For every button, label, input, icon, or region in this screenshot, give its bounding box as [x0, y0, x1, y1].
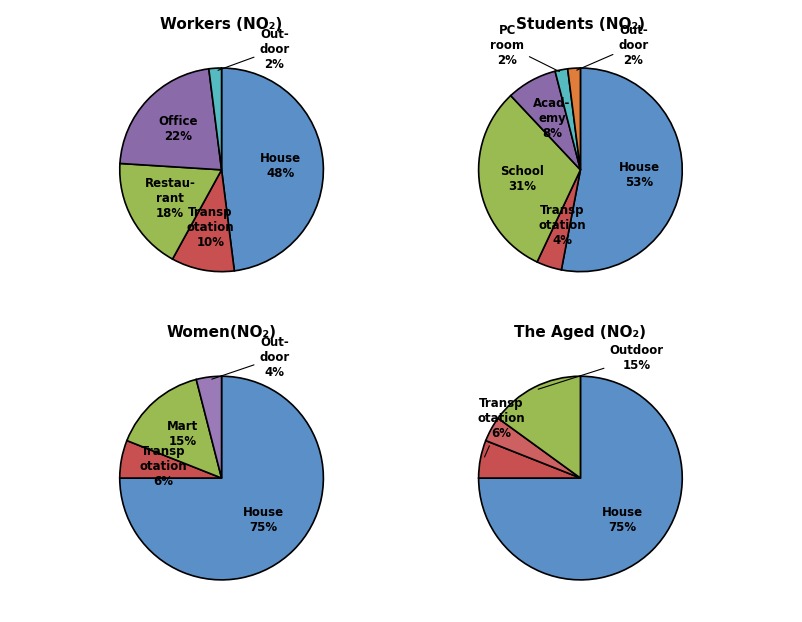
Text: Out-
door
2%: Out- door 2% [577, 24, 649, 70]
Wedge shape [537, 170, 581, 270]
Wedge shape [568, 68, 581, 170]
Wedge shape [479, 376, 683, 580]
Wedge shape [479, 96, 581, 262]
Text: Out-
door
4%: Out- door 4% [212, 337, 290, 379]
Wedge shape [172, 170, 234, 272]
Wedge shape [511, 71, 581, 170]
Wedge shape [120, 69, 221, 170]
Wedge shape [221, 68, 323, 271]
Text: Transp
otation
4%: Transp otation 4% [538, 205, 586, 248]
Text: Transp
otation
6%: Transp otation 6% [140, 445, 188, 488]
Text: House
75%: House 75% [243, 506, 284, 534]
Wedge shape [498, 376, 581, 478]
Text: Transp
otation
6%: Transp otation 6% [477, 397, 525, 457]
Title: Students (NO₂): Students (NO₂) [516, 17, 645, 32]
Wedge shape [196, 376, 221, 478]
Text: House
48%: House 48% [260, 152, 301, 180]
Wedge shape [119, 440, 221, 478]
Text: Restau-
rant
18%: Restau- rant 18% [144, 177, 195, 220]
Text: House
75%: House 75% [602, 506, 642, 534]
Text: PC
room
2%: PC room 2% [490, 24, 560, 72]
Text: Outdoor
15%: Outdoor 15% [538, 344, 663, 389]
Text: School
31%: School 31% [500, 165, 544, 193]
Text: Mart
15%: Mart 15% [167, 420, 198, 448]
Wedge shape [209, 68, 221, 170]
Title: Workers (NO₂): Workers (NO₂) [160, 17, 282, 32]
Text: House
53%: House 53% [618, 161, 660, 189]
Wedge shape [486, 418, 581, 478]
Text: Acad-
emy
8%: Acad- emy 8% [533, 96, 571, 139]
Text: Transp
otation
10%: Transp otation 10% [187, 207, 234, 249]
Text: Out-
door
2%: Out- door 2% [218, 28, 290, 71]
Wedge shape [119, 376, 323, 580]
Wedge shape [561, 68, 683, 272]
Title: Women(NO₂): Women(NO₂) [167, 325, 277, 340]
Wedge shape [479, 440, 581, 478]
Text: Office
22%: Office 22% [159, 116, 198, 144]
Wedge shape [127, 379, 221, 478]
Wedge shape [119, 164, 221, 259]
Title: The Aged (NO₂): The Aged (NO₂) [514, 325, 646, 340]
Wedge shape [555, 69, 581, 170]
